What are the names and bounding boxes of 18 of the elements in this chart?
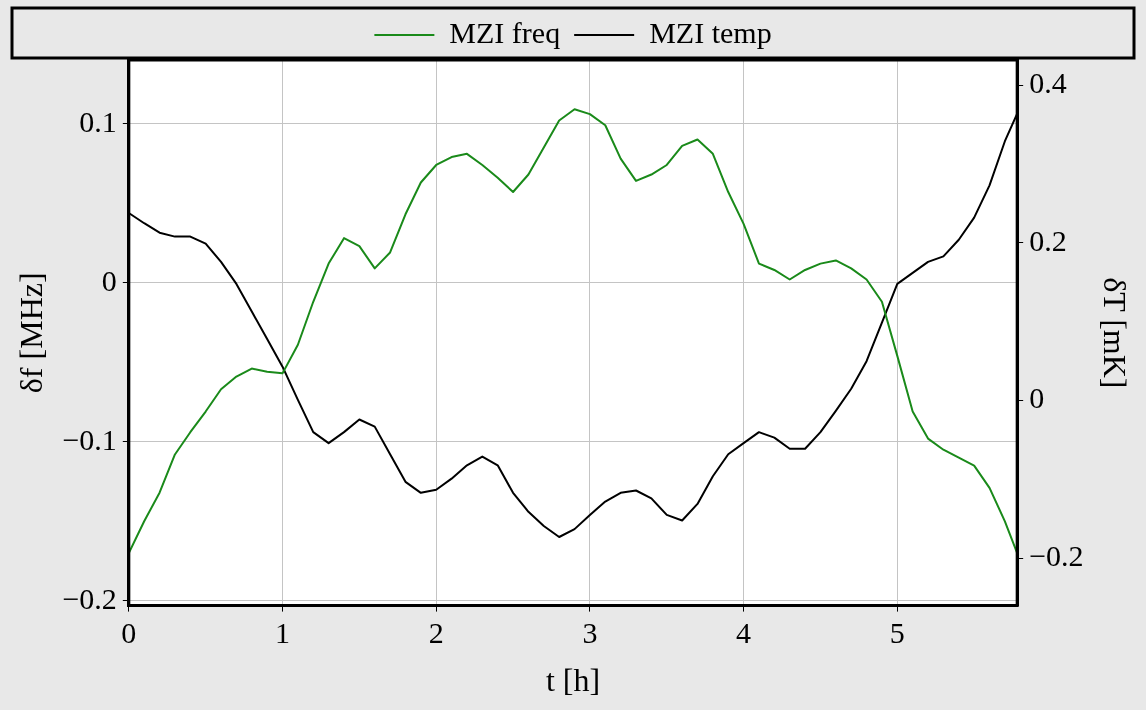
x-tick-label: 1 [275, 616, 291, 650]
y2-axis-title: δT [mK] [1097, 277, 1134, 389]
legend-label: MZI freq [449, 15, 561, 49]
x-axis-title: t [h] [545, 662, 601, 699]
y-tick-label: −0.2 [62, 581, 117, 615]
y-tick-label: 0.1 [79, 104, 117, 138]
x-tick-label: 2 [428, 616, 444, 650]
y2-tick-label: 0.2 [1029, 223, 1067, 257]
y-tick-label: −0.1 [62, 422, 117, 456]
x-tick-label: 3 [582, 616, 598, 650]
legend-label: MZI temp [649, 15, 772, 49]
x-tick-label: 4 [736, 616, 752, 650]
y2-tick-label: 0.4 [1029, 66, 1067, 100]
x-tick-label: 5 [889, 616, 905, 650]
y2-tick-label: 0 [1029, 381, 1045, 415]
y-axis-title: δf [MHz] [12, 272, 49, 394]
y2-tick-label: −0.2 [1029, 539, 1084, 573]
y-tick-label: 0 [101, 263, 117, 297]
